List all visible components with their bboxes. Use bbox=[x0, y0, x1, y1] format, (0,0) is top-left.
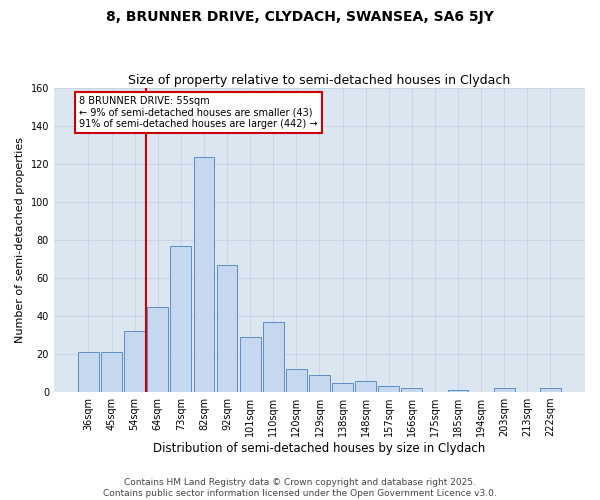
Title: Size of property relative to semi-detached houses in Clydach: Size of property relative to semi-detach… bbox=[128, 74, 511, 87]
Y-axis label: Number of semi-detached properties: Number of semi-detached properties bbox=[15, 137, 25, 343]
Text: 8 BRUNNER DRIVE: 55sqm
← 9% of semi-detached houses are smaller (43)
91% of semi: 8 BRUNNER DRIVE: 55sqm ← 9% of semi-deta… bbox=[79, 96, 318, 129]
Bar bbox=[170, 246, 191, 392]
Bar bbox=[78, 352, 99, 392]
Text: Contains HM Land Registry data © Crown copyright and database right 2025.
Contai: Contains HM Land Registry data © Crown c… bbox=[103, 478, 497, 498]
Bar bbox=[148, 306, 168, 392]
Bar bbox=[286, 370, 307, 392]
Bar bbox=[379, 386, 399, 392]
Bar bbox=[332, 382, 353, 392]
Bar bbox=[124, 332, 145, 392]
Bar bbox=[448, 390, 469, 392]
Text: 8, BRUNNER DRIVE, CLYDACH, SWANSEA, SA6 5JY: 8, BRUNNER DRIVE, CLYDACH, SWANSEA, SA6 … bbox=[106, 10, 494, 24]
Bar bbox=[540, 388, 561, 392]
Bar bbox=[355, 380, 376, 392]
Bar bbox=[401, 388, 422, 392]
Bar bbox=[240, 337, 260, 392]
Bar bbox=[101, 352, 122, 392]
Bar bbox=[217, 265, 238, 392]
Bar bbox=[194, 156, 214, 392]
Bar bbox=[309, 375, 330, 392]
Bar bbox=[263, 322, 284, 392]
Bar bbox=[494, 388, 515, 392]
X-axis label: Distribution of semi-detached houses by size in Clydach: Distribution of semi-detached houses by … bbox=[154, 442, 485, 455]
